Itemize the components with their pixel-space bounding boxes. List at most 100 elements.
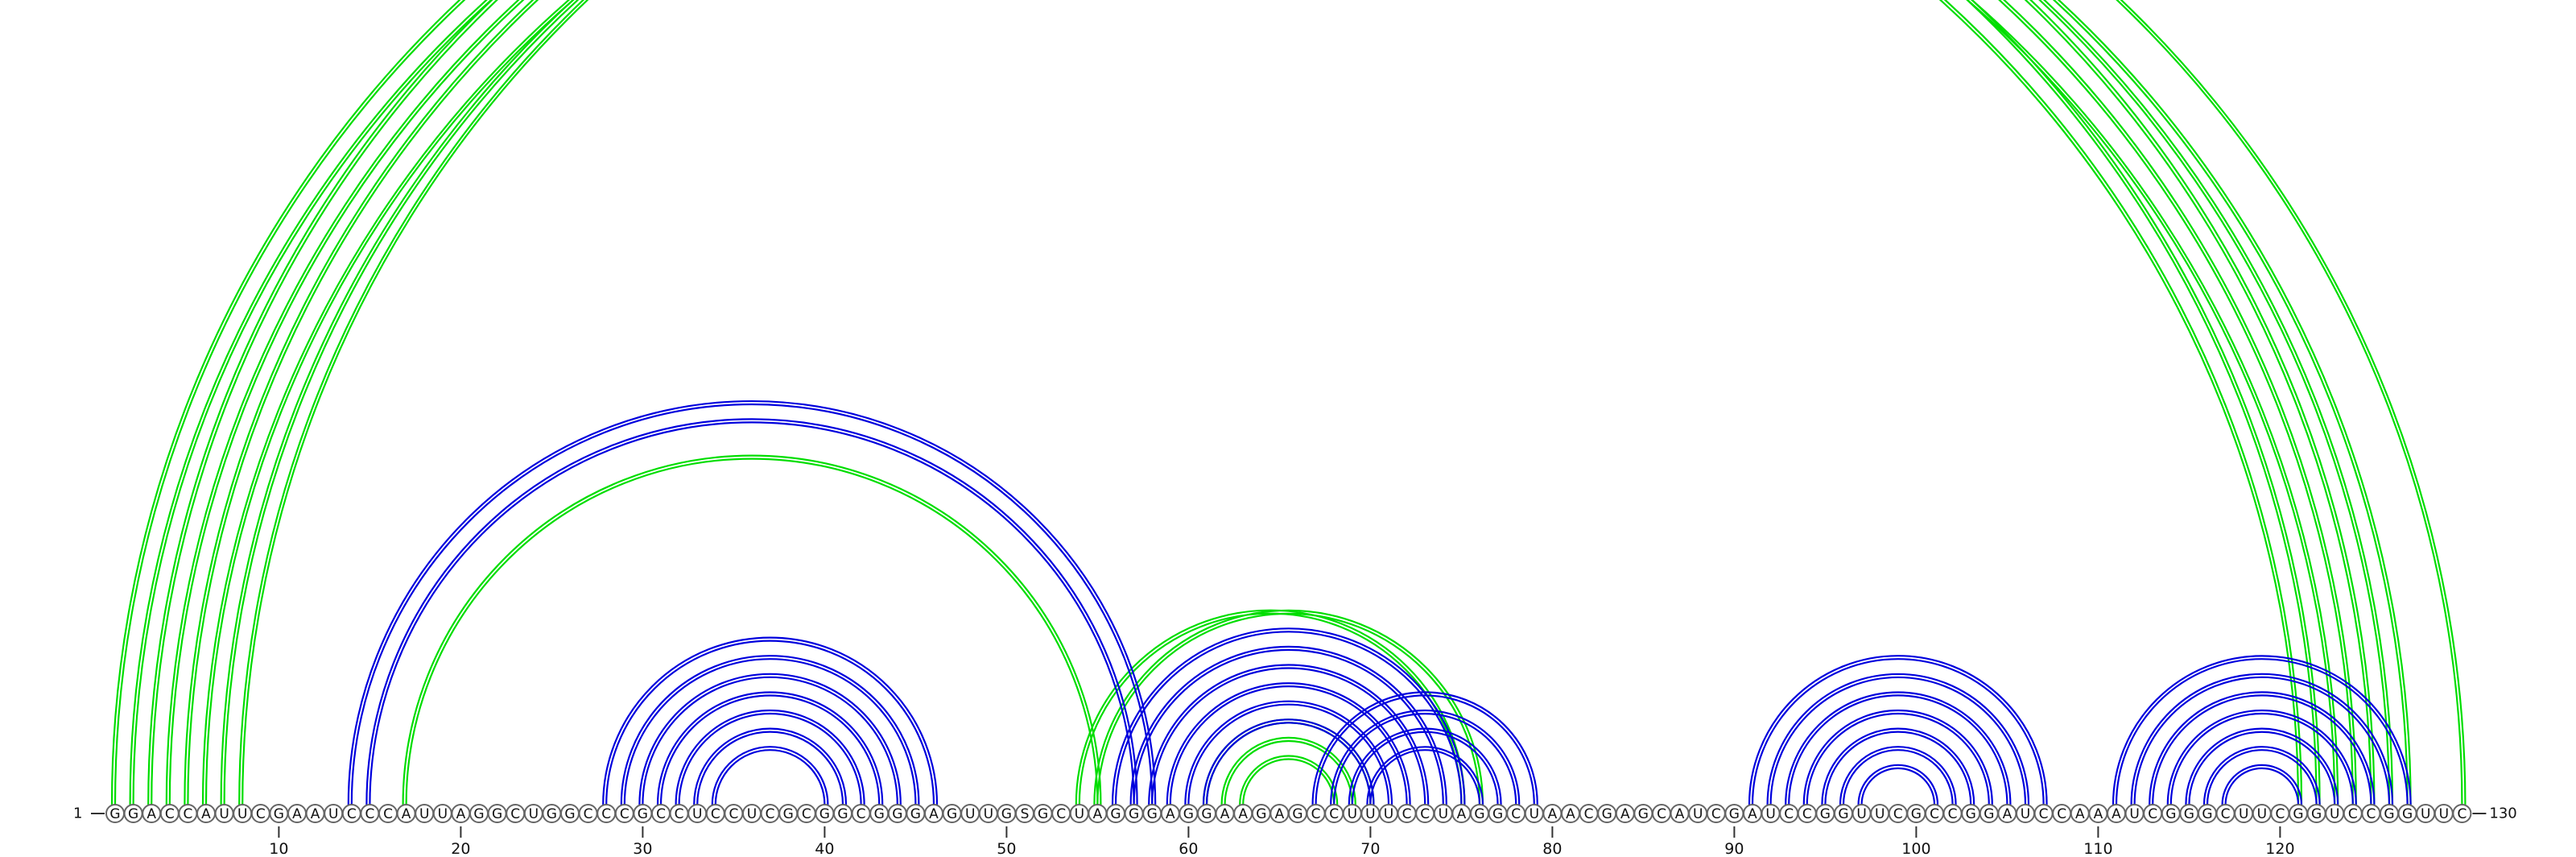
nucleotide-letter: A [1275,806,1285,822]
tick-label: 90 [1724,840,1744,857]
nucleotide-letter: C [656,806,666,822]
nucleotide-letter: C [711,806,720,822]
base-pair-arc-green [132,0,2300,805]
nucleotide-letter: G [1492,806,1503,822]
nucleotide-letter: G [874,806,885,822]
nucleotide-letter: G [1984,806,1994,822]
base-pair-arc-green [1093,609,1484,805]
nucleotide-letter: A [1548,806,1558,822]
nucleotide-letter: U [692,806,702,822]
nucleotide-letter: C [1657,806,1666,822]
nucleotide-letter: C [2275,806,2285,822]
nucleotide-letter: U [237,806,247,822]
tick-label: 100 [1901,840,1930,857]
nucleotide-letter: G [1474,806,1484,822]
nucleotide-letter: C [510,806,520,822]
base-pair-arc-blue [1333,712,1517,805]
nucleotide-letter: C [2366,806,2376,822]
nucleotide-letter: G [274,806,284,822]
nucleotide-letter: U [1875,806,1885,822]
nucleotide-letter: C [729,806,738,822]
tick-label: 30 [633,840,652,857]
nucleotide-letter: G [1256,806,1266,822]
nucleotide-letter: U [419,806,429,822]
tick-label: 20 [451,840,470,857]
base-pair-arc-green [201,0,2339,805]
nucleotide-letter: G [1911,806,1922,822]
base-pair-arc-green [1220,736,1356,805]
base-pair-arc-green [110,0,2321,805]
tick-label: 60 [1179,840,1198,857]
nucleotide-letter: C [1893,806,1903,822]
base-pair-arc-green [184,0,2394,805]
base-pair-arc-blue [642,676,898,805]
nucleotide-letter: U [2021,806,2030,822]
base-pair-arc-blue [1330,709,1521,805]
nucleotide-letter: G [1820,806,1831,822]
base-pair-arc-blue [1839,746,1957,805]
base-pair-arc-blue [678,712,862,805]
base-pair-arc-blue [347,400,1157,805]
base-pair-arc-green [187,0,2391,805]
base-pair-arc-blue [1184,700,1393,805]
nucleotide-letter: G [837,806,848,822]
nucleotide-letter: G [947,806,957,822]
nucleotide-letter: C [383,806,393,822]
base-pair-arc-green [1242,758,1335,805]
base-pair-arc-green [1239,755,1339,805]
nucleotide-letter: G [2202,806,2212,822]
nucleotide-letter: U [2257,806,2267,822]
base-pair-arc-blue [365,418,1138,805]
nucleotide-letter: G [1129,806,1139,822]
nucleotide-letter: C [2057,806,2066,822]
nucleotide-letter: A [1620,806,1630,822]
nucleotide-letter: U [1439,806,1448,822]
base-pair-arc-blue [1769,676,2027,805]
base-pair-arc-blue [656,691,884,805]
nucleotide-letter: C [1930,806,1939,822]
base-pair-arc-green [242,0,2463,805]
base-pair-arc-green [1205,722,1372,805]
base-pair-arc-blue [659,694,881,805]
position-axis: 10 20 30 40 50 60 70 80 90 100 110 120 [269,826,2295,857]
nucleotide-letter: U [219,806,229,822]
base-pair-arc-green [151,0,2372,805]
base-pair-arc-blue [1114,631,1463,805]
base-pair-arc-green [1224,739,1353,805]
nucleotide-letter: C [1784,806,1794,822]
nucleotide-letter: U [1384,806,1393,822]
arcs-green-structure [110,0,2467,805]
base-pair-arc-green [220,0,2412,805]
nucleotide-letter: C [1584,806,1594,822]
base-pair-arc-blue [714,749,826,805]
nucleotide-letter: C [1948,806,1958,822]
nucleotide-letter: C [601,806,611,822]
nucleotide-letter: A [402,806,411,822]
base-pair-arc-blue [1315,694,1535,805]
base-pair-arc-green [405,457,1099,805]
nucleotide-letter: U [1075,806,1084,822]
nucleotide-letter: C [620,806,630,822]
base-pair-arc-blue [2169,712,2354,805]
nucleotide-letter: A [1166,806,1175,822]
base-pair-arc-green [1202,718,1375,805]
base-pair-arc-blue [675,709,865,805]
base-pair-arc-blue [369,421,1135,805]
base-pair-arc-blue [1348,727,1502,805]
nucleotide-letter: U [438,806,448,822]
nucleotide-letter: G [1201,806,1212,822]
base-pair-arc-blue [1802,709,1993,805]
base-pair-arc-green [223,0,2409,805]
nucleotide-letter: G [2293,806,2303,822]
base-pair-arc-blue [1806,712,1990,805]
base-pair-arc-blue [1169,685,1408,805]
base-pair-arc-blue [620,655,920,805]
nucleotide-letter: C [857,806,866,822]
base-pair-arc-blue [1857,764,1939,805]
nucleotide-letter: G [1001,806,1012,822]
nucleotide-letter: C [365,806,374,822]
nucleotide-letter: C [1802,806,1812,822]
nucleotide-letter: A [201,806,211,822]
nucleotide-letter: A [1566,806,1575,822]
